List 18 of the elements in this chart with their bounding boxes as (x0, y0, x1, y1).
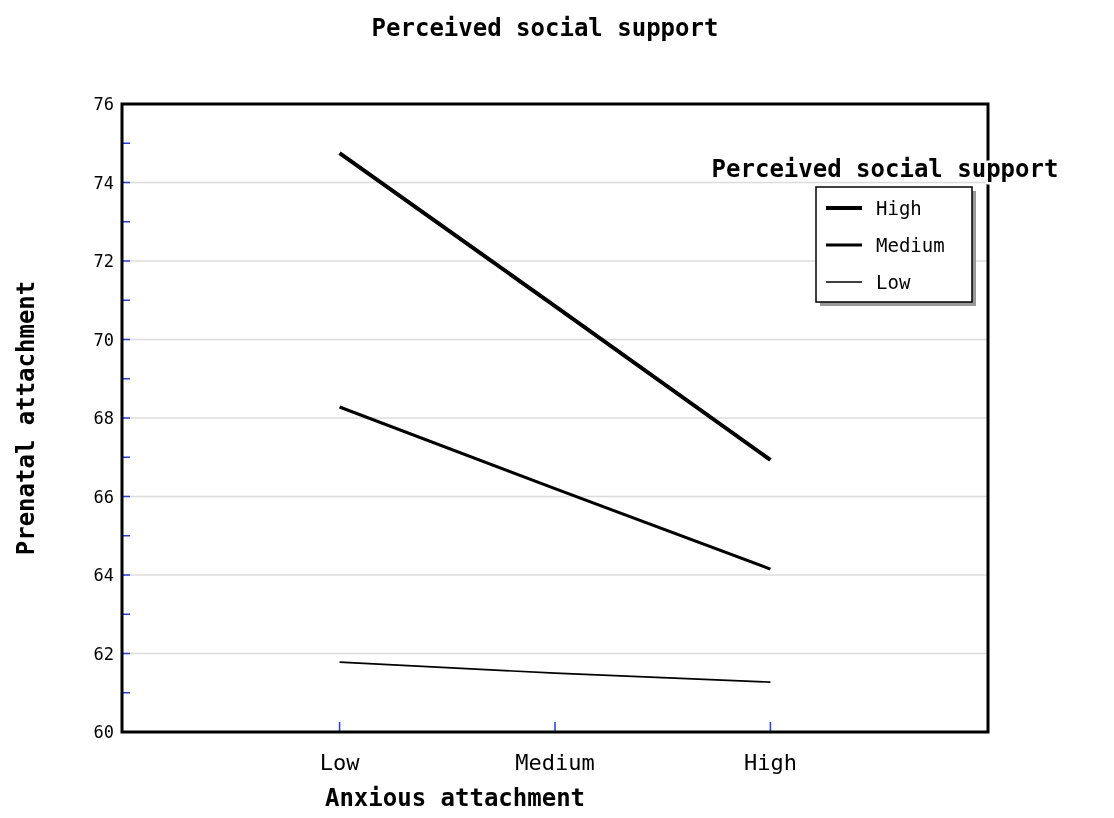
x-tick-label: Low (319, 750, 361, 775)
y-tick-label: 68 (93, 408, 114, 428)
legend-label: Medium (876, 234, 945, 256)
x-tick-label: Medium (515, 750, 595, 775)
y-tick-label: 70 (93, 329, 114, 350)
x-tick-label: High (743, 750, 797, 775)
x-axis-title: Anxious attachment (324, 784, 586, 812)
y-tick-label: 74 (93, 172, 114, 193)
y-tick-label: 76 (93, 94, 114, 114)
legend-label: High (876, 197, 922, 219)
y-tick-label: 60 (93, 722, 114, 742)
y-axis-title: Prenatal attachment (12, 280, 40, 556)
y-tick-label: 72 (93, 251, 114, 271)
y-tick-label: 64 (93, 565, 114, 585)
y-tick-label: 66 (93, 486, 114, 507)
legend-label: Low (876, 271, 911, 293)
y-tick-label: 62 (93, 643, 114, 664)
chart-title: Perceived social support (371, 14, 719, 42)
